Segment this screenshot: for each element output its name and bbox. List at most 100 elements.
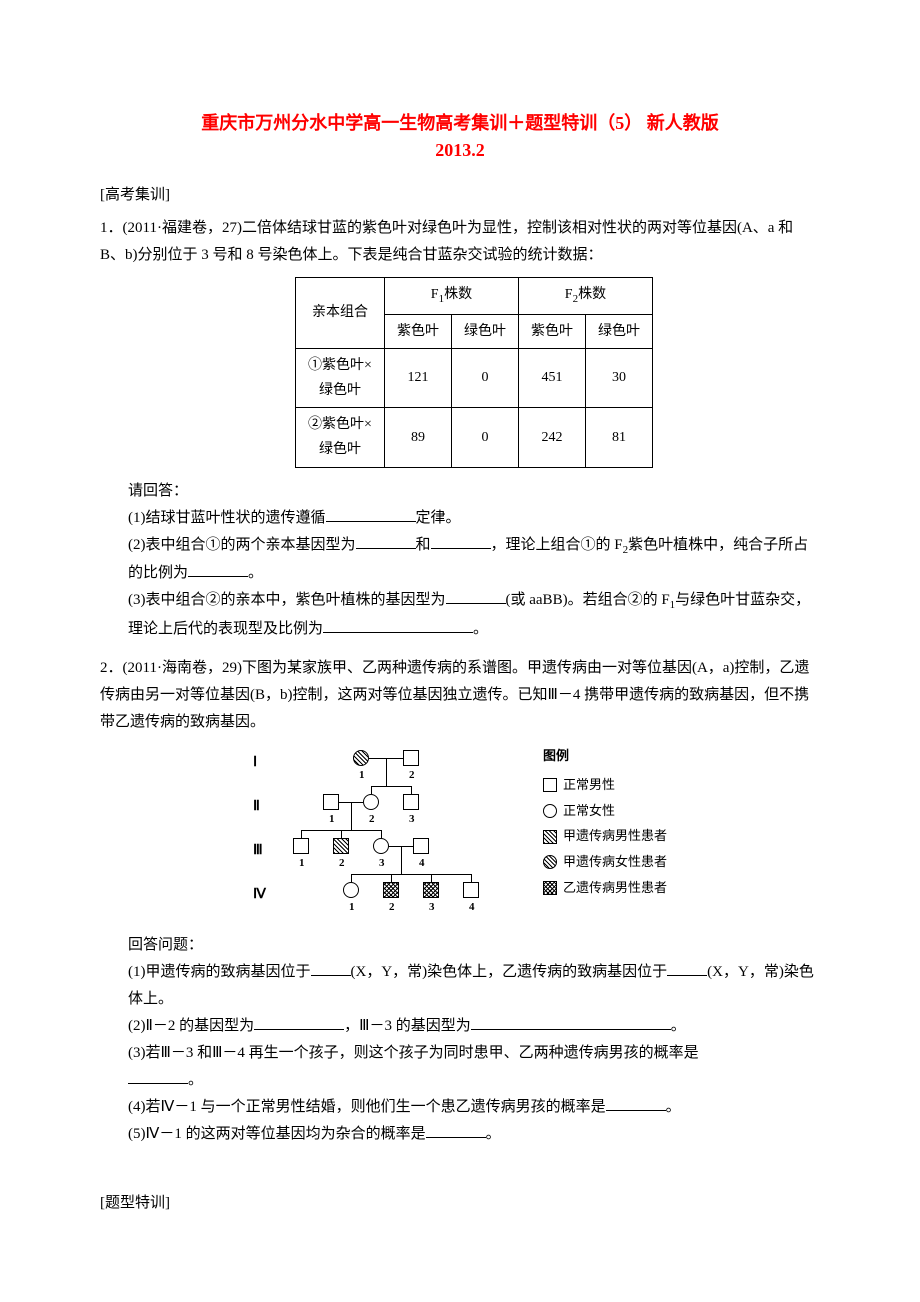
person-IV-4	[463, 882, 479, 898]
row1-f2p: 451	[518, 348, 585, 407]
gen-4-label: Ⅳ	[253, 882, 266, 907]
q1-sub2: (2)表中组合①的两个亲本基因型为和，理论上组合①的 F2紫色叶植株中，纯合子所…	[128, 532, 820, 588]
row2-f1g: 0	[451, 408, 518, 467]
q1-answer-label: 请回答：	[128, 478, 820, 505]
row2-f2p: 242	[518, 408, 585, 467]
person-III-1	[293, 838, 309, 854]
blank	[667, 961, 707, 976]
line	[431, 874, 432, 882]
th-f2-purple: 紫色叶	[518, 314, 585, 348]
th-f1-purple: 紫色叶	[384, 314, 451, 348]
person-II-2	[363, 794, 379, 810]
num-III-1: 1	[299, 854, 305, 874]
line	[411, 786, 412, 794]
blank	[311, 961, 351, 976]
line	[371, 786, 411, 787]
crosshatch-square-icon	[543, 881, 557, 895]
blank	[254, 1015, 344, 1030]
hatched-square-icon	[543, 830, 557, 844]
th-parent: 亲本组合	[296, 278, 385, 349]
title-line-1: 重庆市万州分水中学高一生物高考集训＋题型特训（5） 新人教版	[201, 113, 719, 133]
line	[381, 830, 382, 838]
q2-number: 2．	[100, 660, 123, 676]
num-I-1: 1	[359, 766, 365, 786]
q2-sub4: (4)若Ⅳ－1 与一个正常男性结婚，则他们生一个患乙遗传病男孩的概率是。	[128, 1094, 820, 1121]
th-f1: F1株数	[384, 278, 518, 315]
q1-sub1: (1)结球甘蓝叶性状的遗传遵循定律。	[128, 505, 820, 532]
person-II-3	[403, 794, 419, 810]
blank	[326, 507, 416, 522]
legend-disease-a-male: 甲遗传病男性患者	[543, 824, 667, 849]
line	[301, 830, 302, 838]
line	[471, 874, 472, 882]
pedigree-chart: Ⅰ Ⅱ Ⅲ Ⅳ 1 2 1 2 3	[253, 744, 513, 924]
row2-label: ②紫色叶×绿色叶	[296, 408, 385, 467]
gen-1-label: Ⅰ	[253, 750, 257, 775]
line	[351, 802, 352, 830]
person-IV-2	[383, 882, 399, 898]
circle-icon	[543, 804, 557, 818]
person-I-1	[353, 750, 369, 766]
q1-table: 亲本组合 F1株数 F2株数 紫色叶 绿色叶 紫色叶 绿色叶 ①紫色叶×绿色叶 …	[295, 277, 653, 468]
num-III-2: 2	[339, 854, 345, 874]
legend-title: 图例	[543, 744, 667, 769]
person-IV-3	[423, 882, 439, 898]
blank	[128, 1069, 188, 1084]
q2-sub2: (2)Ⅱ－2 的基因型为，Ⅲ－3 的基因型为。	[128, 1013, 820, 1040]
th-f2-green: 绿色叶	[585, 314, 652, 348]
line	[351, 874, 352, 882]
num-II-3: 3	[409, 810, 415, 830]
line	[401, 846, 402, 874]
q2-sub5: (5)Ⅳ－1 的这两对等位基因均为杂合的概率是。	[128, 1121, 820, 1148]
num-IV-3: 3	[429, 898, 435, 918]
document-title: 重庆市万州分水中学高一生物高考集训＋题型特训（5） 新人教版 2013.2	[100, 110, 820, 164]
num-IV-1: 1	[349, 898, 355, 918]
person-IV-1	[343, 882, 359, 898]
q1-stem: (2011·福建卷，27)二倍体结球甘蓝的紫色叶对绿色叶为显性，控制该相对性状的…	[100, 220, 793, 263]
section-gaokao: [高考集训]	[100, 182, 820, 209]
gen-2-label: Ⅱ	[253, 794, 260, 819]
num-IV-4: 4	[469, 898, 475, 918]
legend-normal-female: 正常女性	[543, 799, 667, 824]
num-II-2: 2	[369, 810, 375, 830]
legend-normal-male: 正常男性	[543, 773, 667, 798]
legend-disease-a-female: 甲遗传病女性患者	[543, 850, 667, 875]
row2-f2g: 81	[585, 408, 652, 467]
blank	[606, 1096, 666, 1111]
num-III-3: 3	[379, 854, 385, 874]
q1-sub3: (3)表中组合②的亲本中，紫色叶植株的基因型为(或 aaBB)。若组合②的 F1…	[128, 587, 820, 643]
person-III-2	[333, 838, 349, 854]
person-III-4	[413, 838, 429, 854]
num-II-1: 1	[329, 810, 335, 830]
row1-f2g: 30	[585, 348, 652, 407]
person-III-3	[373, 838, 389, 854]
th-f1-green: 绿色叶	[451, 314, 518, 348]
blank	[431, 534, 491, 549]
blank	[323, 618, 473, 633]
blank	[356, 534, 416, 549]
pedigree-diagram: Ⅰ Ⅱ Ⅲ Ⅳ 1 2 1 2 3	[100, 744, 820, 924]
question-1: 1．(2011·福建卷，27)二倍体结球甘蓝的紫色叶对绿色叶为显性，控制该相对性…	[100, 215, 820, 643]
legend-disease-b-male: 乙遗传病男性患者	[543, 876, 667, 901]
question-2: 2．(2011·海南卷，29)下图为某家族甲、乙两种遗传病的系谱图。甲遗传病由一…	[100, 655, 820, 1148]
row1-f1g: 0	[451, 348, 518, 407]
q2-sub3: (3)若Ⅲ－3 和Ⅲ－4 再生一个孩子，则这个孩子为同时患甲、乙两种遗传病男孩的…	[128, 1040, 820, 1094]
line	[386, 758, 387, 786]
gen-3-label: Ⅲ	[253, 838, 263, 863]
row2-f1p: 89	[384, 408, 451, 467]
num-I-2: 2	[409, 766, 415, 786]
line	[371, 786, 372, 794]
q2-sub1: (1)甲遗传病的致病基因位于(X，Y，常)染色体上，乙遗传病的致病基因位于(X，…	[128, 959, 820, 1013]
line	[391, 874, 392, 882]
hatched-circle-icon	[543, 855, 557, 869]
q1-number: 1．	[100, 220, 123, 236]
num-IV-2: 2	[389, 898, 395, 918]
row1-label: ①紫色叶×绿色叶	[296, 348, 385, 407]
q2-stem: (2011·海南卷，29)下图为某家族甲、乙两种遗传病的系谱图。甲遗传病由一对等…	[100, 660, 809, 730]
square-icon	[543, 778, 557, 792]
person-I-2	[403, 750, 419, 766]
q2-answer-label: 回答问题：	[128, 932, 820, 959]
blank	[426, 1123, 486, 1138]
line	[351, 874, 471, 875]
person-II-1	[323, 794, 339, 810]
